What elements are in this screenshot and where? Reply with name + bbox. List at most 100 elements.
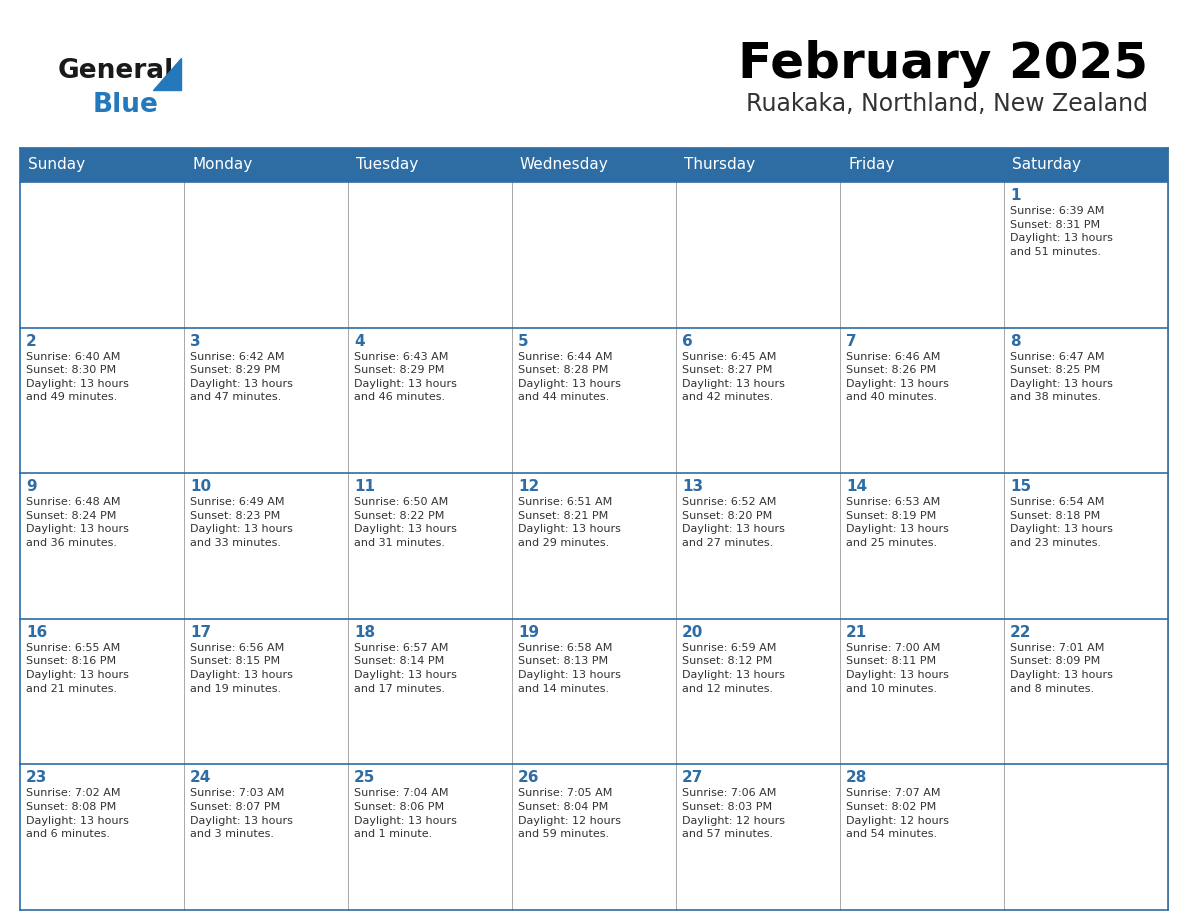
Text: 23: 23: [26, 770, 48, 786]
Bar: [512, 328, 676, 473]
Polygon shape: [153, 58, 181, 90]
Bar: [840, 182, 1004, 328]
Text: 13: 13: [682, 479, 703, 494]
Text: Sunrise: 6:59 AM
Sunset: 8:12 PM
Daylight: 13 hours
and 12 minutes.: Sunrise: 6:59 AM Sunset: 8:12 PM Dayligh…: [682, 643, 785, 694]
Bar: [20, 765, 184, 910]
Text: Sunrise: 7:06 AM
Sunset: 8:03 PM
Daylight: 12 hours
and 57 minutes.: Sunrise: 7:06 AM Sunset: 8:03 PM Dayligh…: [682, 789, 785, 839]
Bar: [20, 473, 184, 619]
Text: Sunrise: 7:04 AM
Sunset: 8:06 PM
Daylight: 13 hours
and 1 minute.: Sunrise: 7:04 AM Sunset: 8:06 PM Dayligh…: [354, 789, 457, 839]
Text: 9: 9: [26, 479, 37, 494]
Text: Sunrise: 6:49 AM
Sunset: 8:23 PM
Daylight: 13 hours
and 33 minutes.: Sunrise: 6:49 AM Sunset: 8:23 PM Dayligh…: [190, 498, 293, 548]
Text: Sunrise: 6:42 AM
Sunset: 8:29 PM
Daylight: 13 hours
and 47 minutes.: Sunrise: 6:42 AM Sunset: 8:29 PM Dayligh…: [190, 352, 293, 402]
Bar: [20, 328, 184, 473]
Text: Sunrise: 6:52 AM
Sunset: 8:20 PM
Daylight: 13 hours
and 27 minutes.: Sunrise: 6:52 AM Sunset: 8:20 PM Dayligh…: [682, 498, 785, 548]
Text: Sunrise: 6:48 AM
Sunset: 8:24 PM
Daylight: 13 hours
and 36 minutes.: Sunrise: 6:48 AM Sunset: 8:24 PM Dayligh…: [26, 498, 128, 548]
Bar: [676, 765, 840, 910]
Text: Ruakaka, Northland, New Zealand: Ruakaka, Northland, New Zealand: [746, 92, 1148, 116]
Bar: [676, 619, 840, 765]
Text: 14: 14: [846, 479, 867, 494]
Text: Sunrise: 6:44 AM
Sunset: 8:28 PM
Daylight: 13 hours
and 44 minutes.: Sunrise: 6:44 AM Sunset: 8:28 PM Dayligh…: [518, 352, 621, 402]
Text: 12: 12: [518, 479, 539, 494]
Text: Friday: Friday: [848, 158, 895, 173]
Bar: [20, 182, 184, 328]
Text: Sunrise: 6:45 AM
Sunset: 8:27 PM
Daylight: 13 hours
and 42 minutes.: Sunrise: 6:45 AM Sunset: 8:27 PM Dayligh…: [682, 352, 785, 402]
Text: Sunrise: 7:01 AM
Sunset: 8:09 PM
Daylight: 13 hours
and 8 minutes.: Sunrise: 7:01 AM Sunset: 8:09 PM Dayligh…: [1010, 643, 1113, 694]
Bar: [184, 182, 348, 328]
Text: Sunrise: 6:46 AM
Sunset: 8:26 PM
Daylight: 13 hours
and 40 minutes.: Sunrise: 6:46 AM Sunset: 8:26 PM Dayligh…: [846, 352, 949, 402]
Text: 28: 28: [846, 770, 867, 786]
Text: Sunrise: 6:40 AM
Sunset: 8:30 PM
Daylight: 13 hours
and 49 minutes.: Sunrise: 6:40 AM Sunset: 8:30 PM Dayligh…: [26, 352, 128, 402]
Text: 15: 15: [1010, 479, 1031, 494]
Bar: [676, 328, 840, 473]
Bar: [184, 473, 348, 619]
Text: 26: 26: [518, 770, 539, 786]
Text: Sunday: Sunday: [29, 158, 86, 173]
Bar: [1004, 765, 1168, 910]
Text: Sunrise: 6:56 AM
Sunset: 8:15 PM
Daylight: 13 hours
and 19 minutes.: Sunrise: 6:56 AM Sunset: 8:15 PM Dayligh…: [190, 643, 293, 694]
Bar: [184, 619, 348, 765]
Bar: [20, 619, 184, 765]
Text: Sunrise: 6:53 AM
Sunset: 8:19 PM
Daylight: 13 hours
and 25 minutes.: Sunrise: 6:53 AM Sunset: 8:19 PM Dayligh…: [846, 498, 949, 548]
Bar: [348, 182, 512, 328]
Text: 6: 6: [682, 333, 693, 349]
Bar: [840, 473, 1004, 619]
Bar: [348, 473, 512, 619]
Bar: [1004, 182, 1168, 328]
Bar: [1004, 328, 1168, 473]
Text: Sunrise: 7:05 AM
Sunset: 8:04 PM
Daylight: 12 hours
and 59 minutes.: Sunrise: 7:05 AM Sunset: 8:04 PM Dayligh…: [518, 789, 621, 839]
Text: 4: 4: [354, 333, 365, 349]
Text: Sunrise: 7:07 AM
Sunset: 8:02 PM
Daylight: 12 hours
and 54 minutes.: Sunrise: 7:07 AM Sunset: 8:02 PM Dayligh…: [846, 789, 949, 839]
Bar: [348, 328, 512, 473]
Bar: [1004, 473, 1168, 619]
Text: Monday: Monday: [192, 158, 252, 173]
Bar: [840, 328, 1004, 473]
Text: Sunrise: 6:47 AM
Sunset: 8:25 PM
Daylight: 13 hours
and 38 minutes.: Sunrise: 6:47 AM Sunset: 8:25 PM Dayligh…: [1010, 352, 1113, 402]
Text: Saturday: Saturday: [1012, 158, 1081, 173]
Text: 16: 16: [26, 625, 48, 640]
Bar: [20, 148, 1168, 182]
Text: 17: 17: [190, 625, 211, 640]
Text: 18: 18: [354, 625, 375, 640]
Text: General: General: [58, 58, 175, 84]
Text: Sunrise: 6:58 AM
Sunset: 8:13 PM
Daylight: 13 hours
and 14 minutes.: Sunrise: 6:58 AM Sunset: 8:13 PM Dayligh…: [518, 643, 621, 694]
Bar: [348, 619, 512, 765]
Text: 8: 8: [1010, 333, 1020, 349]
Text: Sunrise: 6:57 AM
Sunset: 8:14 PM
Daylight: 13 hours
and 17 minutes.: Sunrise: 6:57 AM Sunset: 8:14 PM Dayligh…: [354, 643, 457, 694]
Text: 22: 22: [1010, 625, 1031, 640]
Text: 2: 2: [26, 333, 37, 349]
Text: 19: 19: [518, 625, 539, 640]
Bar: [1004, 619, 1168, 765]
Bar: [676, 182, 840, 328]
Text: 27: 27: [682, 770, 703, 786]
Text: 10: 10: [190, 479, 211, 494]
Text: Sunrise: 6:54 AM
Sunset: 8:18 PM
Daylight: 13 hours
and 23 minutes.: Sunrise: 6:54 AM Sunset: 8:18 PM Dayligh…: [1010, 498, 1113, 548]
Bar: [676, 473, 840, 619]
Text: Blue: Blue: [93, 92, 159, 118]
Text: Sunrise: 6:50 AM
Sunset: 8:22 PM
Daylight: 13 hours
and 31 minutes.: Sunrise: 6:50 AM Sunset: 8:22 PM Dayligh…: [354, 498, 457, 548]
Bar: [512, 765, 676, 910]
Text: Sunrise: 7:03 AM
Sunset: 8:07 PM
Daylight: 13 hours
and 3 minutes.: Sunrise: 7:03 AM Sunset: 8:07 PM Dayligh…: [190, 789, 293, 839]
Text: 24: 24: [190, 770, 211, 786]
Text: Thursday: Thursday: [684, 158, 756, 173]
Text: February 2025: February 2025: [738, 40, 1148, 88]
Text: Sunrise: 7:00 AM
Sunset: 8:11 PM
Daylight: 13 hours
and 10 minutes.: Sunrise: 7:00 AM Sunset: 8:11 PM Dayligh…: [846, 643, 949, 694]
Bar: [512, 182, 676, 328]
Text: Tuesday: Tuesday: [356, 158, 418, 173]
Text: Sunrise: 6:51 AM
Sunset: 8:21 PM
Daylight: 13 hours
and 29 minutes.: Sunrise: 6:51 AM Sunset: 8:21 PM Dayligh…: [518, 498, 621, 548]
Text: Sunrise: 6:39 AM
Sunset: 8:31 PM
Daylight: 13 hours
and 51 minutes.: Sunrise: 6:39 AM Sunset: 8:31 PM Dayligh…: [1010, 206, 1113, 257]
Bar: [512, 619, 676, 765]
Text: Wednesday: Wednesday: [520, 158, 608, 173]
Text: Sunrise: 7:02 AM
Sunset: 8:08 PM
Daylight: 13 hours
and 6 minutes.: Sunrise: 7:02 AM Sunset: 8:08 PM Dayligh…: [26, 789, 128, 839]
Text: 3: 3: [190, 333, 201, 349]
Text: Sunrise: 6:43 AM
Sunset: 8:29 PM
Daylight: 13 hours
and 46 minutes.: Sunrise: 6:43 AM Sunset: 8:29 PM Dayligh…: [354, 352, 457, 402]
Text: 25: 25: [354, 770, 375, 786]
Bar: [512, 473, 676, 619]
Text: 21: 21: [846, 625, 867, 640]
Bar: [184, 765, 348, 910]
Text: 7: 7: [846, 333, 857, 349]
Text: 11: 11: [354, 479, 375, 494]
Text: 5: 5: [518, 333, 529, 349]
Text: Sunrise: 6:55 AM
Sunset: 8:16 PM
Daylight: 13 hours
and 21 minutes.: Sunrise: 6:55 AM Sunset: 8:16 PM Dayligh…: [26, 643, 128, 694]
Bar: [184, 328, 348, 473]
Bar: [348, 765, 512, 910]
